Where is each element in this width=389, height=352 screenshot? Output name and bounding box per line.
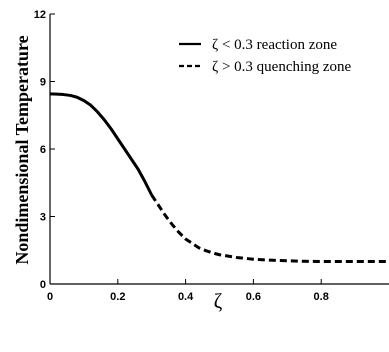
legend-label-reaction-zone: ζ < 0.3 reaction zone [212,37,337,53]
legend: ζ < 0.3 reaction zone ζ > 0.3 quenching … [179,37,352,75]
y-tick-label: 12 [34,9,46,21]
x-tick-label: 0 [47,291,53,303]
y-axis-label: Nondimensional Temperature [12,35,32,264]
x-tick-label: 0.4 [178,291,194,303]
x-tick-label: 0.6 [246,291,261,303]
tick-layer: 0 0.2 0.4 0.6 0.8 0 3 6 9 12 [34,9,329,303]
legend-label-quenching-zone: ζ > 0.3 quenching zone [212,59,352,75]
x-tick-label: 0.2 [110,291,125,303]
y-tick-label: 0 [40,279,46,291]
x-tick-label: 0.8 [314,291,329,303]
x-axis-label: ζ [214,289,223,313]
series-line-reaction-zone [49,92,154,196]
y-tick-label: 9 [40,77,46,89]
y-tick-label: 6 [40,144,46,156]
y-tick-label: 3 [40,212,46,224]
series-layer [49,92,389,263]
series-line-quenching-zone [150,194,389,263]
